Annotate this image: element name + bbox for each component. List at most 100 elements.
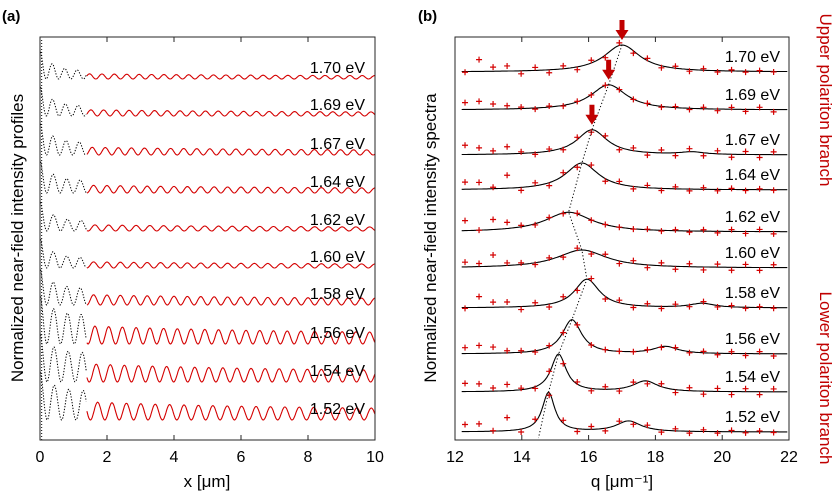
spectrum-data-point-3-14 bbox=[658, 187, 665, 194]
spectrum-data-point-0-12 bbox=[630, 50, 637, 57]
profile-near-field-1 bbox=[40, 87, 87, 117]
spectrum-data-point-4-13 bbox=[644, 226, 651, 233]
spectrum-data-point-3-11 bbox=[616, 178, 623, 185]
spectrum-data-point-2-4 bbox=[518, 148, 525, 155]
spectrum-data-point-0-0 bbox=[462, 69, 469, 76]
spectrum-data-point-8-20 bbox=[742, 385, 749, 392]
spectrum-data-point-3-2 bbox=[490, 184, 497, 191]
spectrum-data-point-2-6 bbox=[546, 146, 553, 153]
spectrum-data-point-7-12 bbox=[630, 348, 637, 355]
spectrum-data-point-5-17 bbox=[700, 266, 707, 273]
spectrum-data-point-5-18 bbox=[714, 261, 721, 268]
spectrum-data-point-2-20 bbox=[742, 148, 749, 155]
spectrum-data-point-7-18 bbox=[714, 351, 721, 358]
spectrum-data-point-7-1 bbox=[476, 342, 483, 349]
spectrum-data-point-8-12 bbox=[630, 379, 637, 386]
peak-arrow-2 bbox=[585, 104, 599, 125]
xtick-b-label-3: 18 bbox=[647, 449, 665, 466]
spectrum-data-point-0-11 bbox=[616, 39, 623, 46]
xtick-b-label-1: 14 bbox=[513, 449, 531, 466]
spectrum-data-point-1-18 bbox=[714, 107, 721, 114]
profile-label-8: 1.54 eV bbox=[310, 363, 365, 380]
spectrum-data-point-6-18 bbox=[714, 303, 721, 310]
spectrum-data-point-3-3 bbox=[504, 172, 511, 179]
spectrum-data-point-8-1 bbox=[476, 380, 483, 387]
spectrum-data-point-1-11 bbox=[616, 86, 623, 93]
spectrum-data-point-8-19 bbox=[728, 391, 735, 398]
spectrum-data-point-2-5 bbox=[532, 151, 539, 158]
spectrum-data-point-9-11 bbox=[616, 418, 623, 425]
spectrum-data-point-4-6 bbox=[546, 214, 553, 221]
spectrum-label-8: 1.54 eV bbox=[725, 369, 780, 386]
spectrum-data-point-6-14 bbox=[658, 305, 665, 312]
profile-far-7 bbox=[86, 325, 376, 345]
spectrum-data-point-4-16 bbox=[686, 229, 693, 236]
spectrum-data-point-9-13 bbox=[644, 422, 651, 429]
profile-near-field-8 bbox=[40, 334, 87, 383]
spectrum-data-point-4-3 bbox=[504, 219, 511, 226]
peak-arrow-1 bbox=[602, 59, 616, 80]
spectrum-data-point-1-9 bbox=[588, 91, 595, 98]
spectrum-data-point-0-2 bbox=[490, 64, 497, 71]
spectrum-label-7: 1.56 eV bbox=[725, 331, 780, 348]
spectrum-data-point-4-12 bbox=[630, 226, 637, 233]
profile-label-6: 1.58 eV bbox=[310, 286, 365, 303]
xtick-a-label-2: 4 bbox=[170, 449, 179, 466]
spectrum-data-point-9-8 bbox=[574, 428, 581, 435]
spectrum-data-point-3-0 bbox=[462, 179, 469, 186]
spectrum-fit-8 bbox=[461, 353, 788, 393]
spectrum-data-point-6-1 bbox=[476, 293, 483, 300]
spectrum-data-point-1-15 bbox=[672, 103, 679, 110]
spectrum-data-point-3-21 bbox=[756, 185, 763, 192]
spectrum-fit-7 bbox=[461, 319, 788, 355]
spectrum-data-point-7-14 bbox=[658, 344, 665, 351]
xtick-b-label-2: 16 bbox=[580, 449, 598, 466]
spectrum-data-point-4-15 bbox=[672, 226, 679, 233]
spectrum-data-point-6-11 bbox=[616, 297, 623, 304]
spectrum-label-0: 1.70 eV bbox=[725, 49, 780, 66]
spectrum-data-point-6-9 bbox=[588, 275, 595, 282]
spectrum-label-5: 1.60 eV bbox=[725, 245, 780, 262]
spectrum-data-point-1-2 bbox=[490, 101, 497, 108]
spectrum-data-point-1-14 bbox=[658, 104, 665, 111]
spectrum-data-point-5-2 bbox=[490, 252, 497, 259]
spectrum-data-point-3-12 bbox=[630, 185, 637, 192]
panel-a-frame bbox=[39, 36, 376, 441]
spectrum-label-2: 1.67 eV bbox=[725, 132, 780, 149]
spectrum-data-point-9-9 bbox=[588, 423, 595, 430]
spectrum-data-point-7-7 bbox=[560, 329, 567, 336]
spectrum-data-point-1-0 bbox=[462, 99, 469, 106]
profile-label-0: 1.70 eV bbox=[310, 60, 365, 77]
xtick-a-label-1: 2 bbox=[103, 449, 112, 466]
spectrum-data-point-3-4 bbox=[518, 187, 525, 194]
spectrum-data-point-3-15 bbox=[672, 183, 679, 190]
spectrum-data-point-7-3 bbox=[504, 347, 511, 354]
spectrum-data-point-3-8 bbox=[574, 164, 581, 171]
spectrum-data-point-3-16 bbox=[686, 187, 693, 194]
spectrum-data-point-6-19 bbox=[728, 302, 735, 309]
spectrum-data-point-0-14 bbox=[658, 64, 665, 71]
spectrum-data-point-6-7 bbox=[560, 293, 567, 300]
spectrum-data-point-7-16 bbox=[686, 349, 693, 356]
spectrum-data-point-6-10 bbox=[602, 296, 609, 303]
spectrum-data-point-6-6 bbox=[546, 303, 553, 310]
spectrum-data-point-4-20 bbox=[742, 230, 749, 237]
spectrum-data-point-1-3 bbox=[504, 102, 511, 109]
spectrum-data-point-9-12 bbox=[630, 421, 637, 428]
spectrum-data-point-6-22 bbox=[770, 305, 777, 312]
spectrum-data-point-0-15 bbox=[672, 63, 679, 70]
spectrum-data-point-8-17 bbox=[700, 391, 707, 398]
spectrum-data-point-1-20 bbox=[742, 108, 749, 115]
panel-a-xticks: 0 2 4 6 8 10 bbox=[36, 37, 384, 466]
spectrum-data-point-8-10 bbox=[602, 383, 609, 390]
profile-near-field-2 bbox=[40, 123, 87, 156]
spectrum-data-point-2-22 bbox=[770, 148, 777, 155]
spectrum-data-point-8-15 bbox=[672, 389, 679, 396]
spectrum-data-point-4-8 bbox=[574, 210, 581, 217]
spectrum-data-point-4-5 bbox=[532, 221, 539, 228]
spectrum-data-point-5-20 bbox=[742, 261, 749, 268]
spectrum-data-point-5-22 bbox=[770, 261, 777, 268]
peak-arrow-0 bbox=[615, 20, 629, 40]
spectrum-data-point-2-21 bbox=[756, 154, 763, 161]
spectrum-data-point-6-12 bbox=[630, 304, 637, 311]
